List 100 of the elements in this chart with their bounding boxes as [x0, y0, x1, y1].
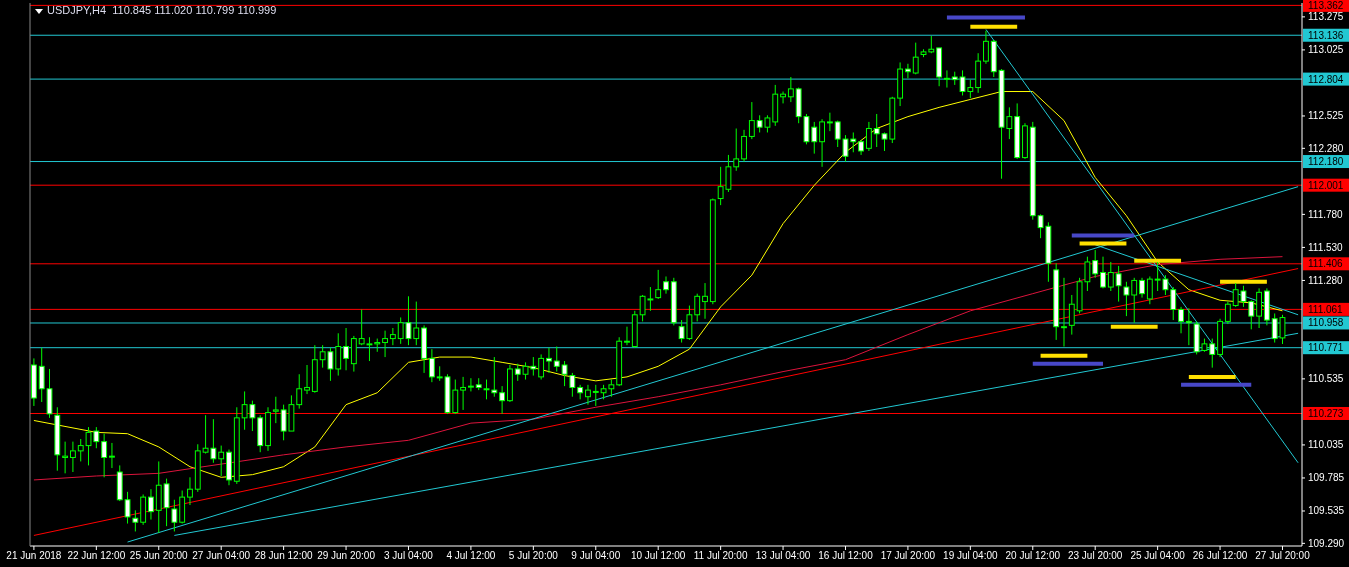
- ref-line-label: 113.362: [1308, 0, 1344, 11]
- x-tick-label: 20 Jul 12:00: [1005, 550, 1061, 561]
- candlestick: [499, 385, 506, 415]
- candlestick: [389, 327, 396, 346]
- candlestick: [148, 488, 154, 521]
- x-tick-label: 13 Jul 04:00: [755, 550, 811, 561]
- ref-line-label: 112.804: [1308, 73, 1344, 85]
- x-tick-label: 19 Jul 04:00: [943, 550, 999, 561]
- candlestick: [865, 121, 872, 152]
- x-tick-label: 26 Jul 12:00: [1192, 550, 1248, 561]
- candlestick: [304, 364, 310, 395]
- x-tick-label: 11 Jul 20:00: [693, 550, 748, 561]
- candlestick: [1100, 256, 1106, 289]
- x-tick-label: 25 Jul 04:00: [1130, 550, 1186, 561]
- candlestick: [1092, 249, 1099, 279]
- candlestick: [741, 129, 747, 163]
- candlestick: [780, 91, 786, 104]
- x-tick-label: 22 Jun 12:00: [67, 550, 126, 561]
- x-tick-label: 17 Jul 20:00: [880, 550, 936, 561]
- candlestick: [1256, 287, 1262, 329]
- candlestick: [460, 376, 467, 411]
- x-tick-label: 5 Jul 20:00: [508, 550, 559, 561]
- candlestick: [585, 384, 591, 406]
- candlestick: [62, 441, 69, 474]
- y-tick-label: 112.280: [1308, 142, 1344, 154]
- candlestick: [624, 326, 630, 346]
- ref-line-label: 110.771: [1308, 342, 1344, 354]
- candlestick: [546, 347, 552, 374]
- candlestick: [1146, 275, 1153, 305]
- x-tick-label: 4 Jul 12:00: [446, 550, 496, 561]
- candlestick: [702, 282, 708, 320]
- candlestick: [1068, 294, 1075, 336]
- candlestick: [1224, 301, 1231, 325]
- x-tick-label: 10 Jul 12:00: [630, 550, 686, 561]
- candlestick: [748, 101, 755, 140]
- y-tick-label: 110.535: [1308, 373, 1344, 385]
- candlestick: [187, 476, 193, 506]
- ref-line-label: 112.180: [1308, 156, 1344, 168]
- candlestick: [109, 442, 115, 469]
- candlestick: [944, 69, 950, 89]
- candlestick: [218, 445, 225, 477]
- x-tick-label: 9 Jul 04:00: [571, 550, 621, 561]
- y-tick-label: 111.530: [1308, 241, 1344, 253]
- candlestick: [1061, 277, 1067, 347]
- x-tick-label: 21 Jun 2018: [6, 550, 62, 561]
- ref-line-label: 111.061: [1308, 303, 1344, 315]
- y-tick-label: 113.025: [1308, 44, 1344, 56]
- x-tick-label: 27 Jul 20:00: [1255, 550, 1311, 561]
- y-tick-label: 109.785: [1308, 472, 1345, 484]
- candlestick: [101, 433, 108, 478]
- y-tick-label: 113.275: [1308, 11, 1344, 23]
- candlestick: [296, 373, 303, 410]
- candlestick: [819, 118, 825, 168]
- ref-line-label: 110.273: [1308, 407, 1344, 419]
- candlestick: [171, 499, 178, 532]
- candlestick: [1123, 281, 1130, 317]
- candlestick: [694, 293, 701, 322]
- candlestick: [132, 509, 139, 532]
- candlestick: [569, 372, 576, 398]
- ref-line-label: 110.958: [1308, 317, 1344, 329]
- candlestick: [1107, 261, 1114, 292]
- candlestick: [382, 330, 388, 358]
- candlestick: [655, 269, 662, 300]
- candlestick: [1178, 306, 1184, 334]
- y-tick-label: 112.525: [1308, 110, 1344, 122]
- line-series: [33, 256, 1283, 481]
- candlestick: [428, 348, 435, 383]
- candlestick: [983, 30, 989, 65]
- candlestick: [538, 353, 545, 381]
- candlestick: [1185, 307, 1192, 346]
- candlestick: [343, 327, 349, 371]
- line-series: [33, 91, 1283, 478]
- candlestick: [787, 76, 794, 103]
- candlestick: [733, 128, 740, 172]
- y-tick-label: 110.035: [1308, 439, 1344, 451]
- candlestick: [663, 275, 669, 295]
- candlestick: [905, 63, 911, 79]
- x-tick-label: 16 Jul 12:00: [818, 550, 874, 561]
- candlestick: [272, 396, 279, 424]
- candlestick: [826, 112, 833, 132]
- x-tick-label: 3 Jul 04:00: [384, 550, 434, 561]
- x-tick-label: 29 Jun 20:00: [317, 550, 376, 561]
- x-tick-label: 25 Jun 20:00: [129, 550, 189, 561]
- candlestick: [592, 384, 599, 407]
- candlestick: [1115, 265, 1122, 303]
- x-tick-label: 27 Jun 04:00: [192, 550, 251, 561]
- candlestick: [1139, 277, 1145, 299]
- y-tick-label: 109.290: [1308, 537, 1345, 549]
- y-tick-label: 111.280: [1308, 274, 1344, 286]
- ref-line-label: 112.001: [1308, 179, 1344, 191]
- chart-title: USDJPY,H4 110.845 111.020 110.799 110.999: [47, 4, 277, 16]
- x-tick-label: 23 Jul 20:00: [1067, 550, 1123, 561]
- ref-line-label: 113.136: [1308, 29, 1344, 41]
- candlestick: [70, 441, 76, 473]
- x-tick-label: 28 Jun 12:00: [254, 550, 313, 561]
- y-tick-label: 111.780: [1308, 208, 1344, 220]
- candlestick: [467, 377, 474, 392]
- candlestick: [1131, 277, 1138, 324]
- candlestick: [912, 42, 919, 75]
- y-tick-label: 109.535: [1308, 505, 1345, 517]
